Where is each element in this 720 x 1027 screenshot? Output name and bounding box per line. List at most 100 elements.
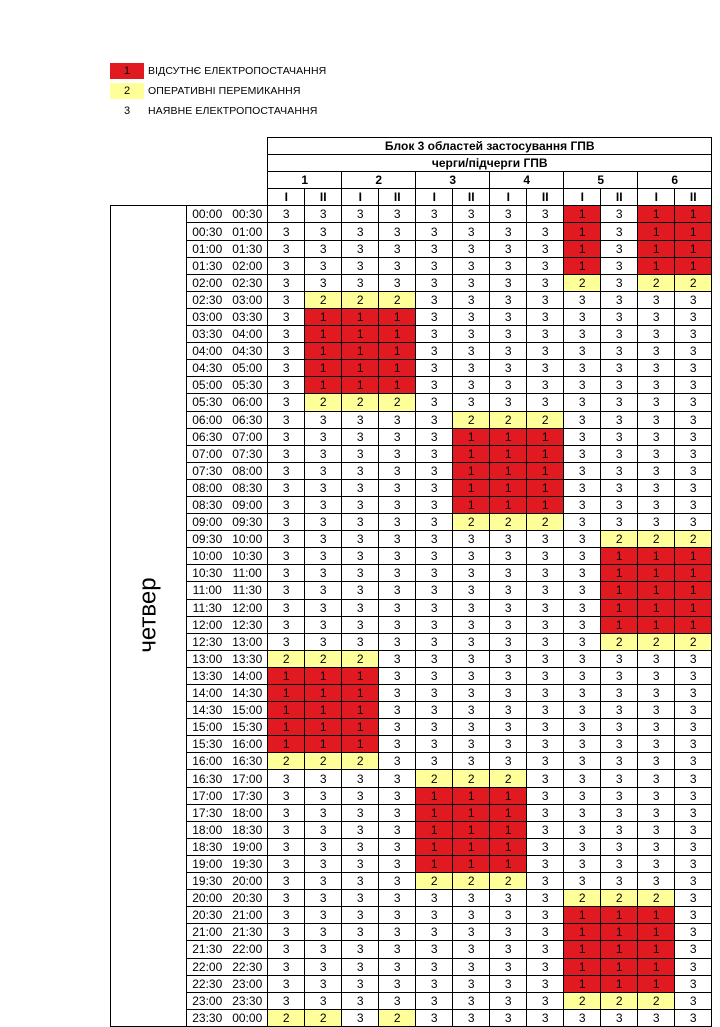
status-cell: 1 xyxy=(489,478,528,497)
status-cell: 1 xyxy=(452,786,491,805)
status-cell: 3 xyxy=(526,581,565,600)
status-cell: 3 xyxy=(415,376,454,395)
table-row: 02:30 03:00 3 2 2 2 3 3 3 3 3 3 3 3 xyxy=(111,290,713,309)
subgroup-header: I xyxy=(489,188,528,207)
time-from: 18:30 xyxy=(186,837,228,856)
status-cell: 3 xyxy=(341,410,380,429)
status-cell: 1 xyxy=(637,256,676,275)
status-cell: 3 xyxy=(415,701,454,720)
status-cell: 3 xyxy=(563,803,602,822)
status-cell: 1 xyxy=(378,325,417,344)
time-to: 05:30 xyxy=(227,376,269,395)
status-cell: 1 xyxy=(489,495,528,515)
status-cell: 3 xyxy=(674,1008,713,1027)
status-cell: 3 xyxy=(267,820,306,839)
status-cell: 1 xyxy=(637,940,676,959)
status-cell: 1 xyxy=(304,307,343,327)
table-row: 12:00 12:30 3 3 3 3 3 3 3 3 3 1 1 1 xyxy=(111,615,713,634)
status-cell: 3 xyxy=(489,752,528,771)
status-cell: 3 xyxy=(526,393,565,412)
status-cell: 3 xyxy=(600,427,639,446)
time-from: 21:30 xyxy=(186,940,228,959)
status-cell: 3 xyxy=(341,889,380,908)
legend-swatch: 1 xyxy=(110,63,144,79)
status-cell: 1 xyxy=(304,325,343,344)
group-header: 6 xyxy=(637,171,713,190)
status-cell: 2 xyxy=(637,632,676,651)
status-cell: 3 xyxy=(563,752,602,771)
status-cell: 3 xyxy=(267,222,306,241)
status-cell: 1 xyxy=(452,478,491,497)
status-cell: 2 xyxy=(415,872,454,891)
status-cell: 3 xyxy=(600,410,639,429)
status-cell: 2 xyxy=(489,769,528,788)
status-cell: 3 xyxy=(415,547,454,566)
status-cell: 3 xyxy=(452,974,491,993)
group-header: 2 xyxy=(341,171,417,190)
status-cell: 3 xyxy=(415,530,454,549)
status-cell: 3 xyxy=(637,786,676,805)
subgroup-header: I xyxy=(341,188,380,207)
status-cell: 3 xyxy=(526,615,565,634)
time-to: 10:00 xyxy=(227,530,269,549)
status-cell: 1 xyxy=(304,718,343,737)
status-cell: 3 xyxy=(378,854,417,874)
status-cell: 3 xyxy=(489,957,528,976)
time-from: 01:30 xyxy=(186,256,228,275)
status-cell: 3 xyxy=(637,649,676,668)
status-cell: 1 xyxy=(526,461,565,480)
status-cell: 3 xyxy=(415,290,454,309)
status-cell: 3 xyxy=(341,513,380,532)
status-cell: 2 xyxy=(637,273,676,292)
status-cell: 3 xyxy=(526,325,565,344)
status-cell: 3 xyxy=(637,1008,676,1027)
status-cell: 3 xyxy=(378,478,417,497)
status-cell: 1 xyxy=(267,701,306,720)
status-cell: 3 xyxy=(452,290,491,309)
status-cell: 3 xyxy=(563,478,602,497)
status-cell: 3 xyxy=(526,803,565,822)
time-to: 07:30 xyxy=(227,444,269,463)
status-cell: 2 xyxy=(637,530,676,549)
status-cell: 3 xyxy=(489,564,528,583)
time-from: 06:30 xyxy=(186,427,228,446)
status-cell: 3 xyxy=(341,957,380,976)
status-cell: 2 xyxy=(452,410,491,429)
status-cell: 3 xyxy=(267,410,306,429)
status-cell: 3 xyxy=(452,632,491,651)
time-from: 16:30 xyxy=(186,769,228,788)
status-cell: 3 xyxy=(415,940,454,959)
status-cell: 3 xyxy=(304,273,343,292)
status-cell: 3 xyxy=(341,273,380,292)
status-cell: 3 xyxy=(267,325,306,344)
status-cell: 3 xyxy=(267,940,306,959)
status-cell: 3 xyxy=(600,513,639,532)
time-from: 10:00 xyxy=(186,547,228,566)
status-cell: 3 xyxy=(452,205,491,224)
time-to: 01:00 xyxy=(227,222,269,241)
status-cell: 1 xyxy=(674,205,713,224)
time-to: 22:30 xyxy=(227,957,269,976)
status-cell: 3 xyxy=(341,991,380,1010)
status-cell: 3 xyxy=(674,393,713,412)
time-to: 14:00 xyxy=(227,666,269,686)
day-label: четвер xyxy=(134,577,162,653)
status-cell: 3 xyxy=(267,530,306,549)
status-cell: 3 xyxy=(267,495,306,515)
status-cell: 1 xyxy=(674,581,713,600)
legend-item: 3 НАЯВНЕ ЕЛЕКТРОПОСТАЧАННЯ xyxy=(110,102,326,120)
status-cell: 2 xyxy=(452,872,491,891)
status-cell: 3 xyxy=(600,222,639,241)
status-cell: 3 xyxy=(267,273,306,292)
status-cell: 3 xyxy=(452,683,491,703)
status-cell: 3 xyxy=(452,256,491,275)
status-cell: 3 xyxy=(674,735,713,754)
status-cell: 3 xyxy=(489,632,528,651)
time-from: 22:30 xyxy=(186,974,228,993)
time-from: 20:30 xyxy=(186,906,228,925)
table-row: 20:30 21:00 3 3 3 3 3 3 3 3 1 1 1 3 xyxy=(111,906,713,925)
status-cell: 3 xyxy=(378,769,417,788)
status-cell: 3 xyxy=(415,923,454,942)
status-cell: 3 xyxy=(378,923,417,942)
status-cell: 3 xyxy=(304,427,343,446)
